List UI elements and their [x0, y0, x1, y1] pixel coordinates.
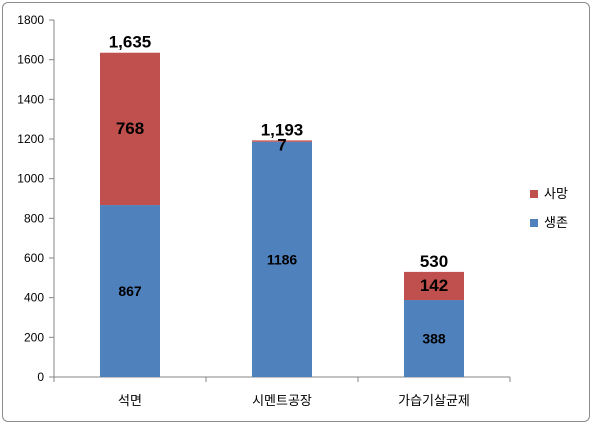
data-label: 142: [420, 276, 448, 295]
y-tick-label: 400: [24, 291, 44, 305]
legend-label: 사망: [544, 187, 568, 202]
data-label: 867: [118, 283, 142, 299]
y-tick-label: 1000: [17, 172, 44, 186]
y-tick-label: 800: [24, 211, 44, 225]
bar-segment-survived: [100, 205, 160, 377]
legend-label: 생존: [544, 216, 568, 231]
y-tick-label: 1800: [17, 13, 44, 27]
y-tick-label: 1200: [17, 132, 44, 146]
y-tick-label: 0: [37, 370, 44, 384]
total-label: 530: [420, 252, 448, 271]
bar-segment-died: [252, 140, 312, 142]
y-tick-label: 1600: [17, 53, 44, 67]
data-label: 768: [116, 119, 144, 138]
x-category-label: 석면: [118, 394, 142, 409]
bar-segment-died: [100, 52, 160, 206]
total-label: 1,635: [109, 33, 152, 52]
data-label: 388: [422, 331, 446, 347]
x-category-label: 가습기살균제: [398, 394, 470, 409]
y-tick-label: 600: [24, 251, 44, 265]
bar-segment-survived: [252, 141, 312, 377]
total-label: 1,193: [261, 120, 304, 139]
data-label: 7: [277, 135, 286, 154]
bar-segment-survived: [404, 300, 464, 377]
x-category-label: 시멘트공장: [252, 394, 312, 409]
data-label: 1186: [267, 251, 298, 267]
legend-swatch: [530, 219, 538, 227]
legend-swatch: [530, 190, 538, 198]
y-tick-label: 200: [24, 330, 44, 344]
bar-segment-died: [404, 271, 464, 301]
y-tick-label: 1400: [17, 92, 44, 106]
